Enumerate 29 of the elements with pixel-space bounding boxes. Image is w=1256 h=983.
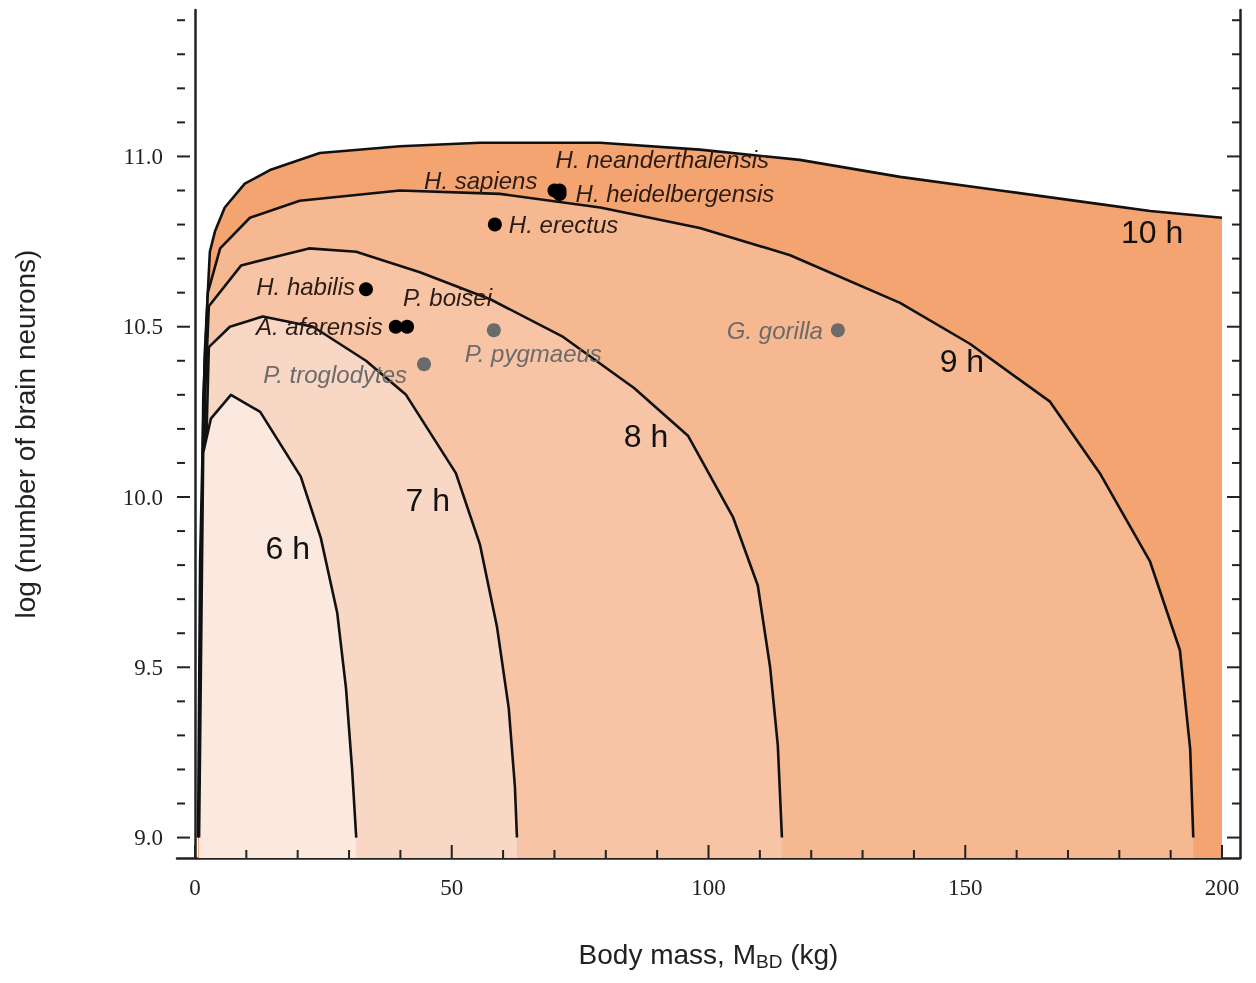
point (486, 323, 501, 338)
annotation: H. erectus (508, 211, 619, 239)
y-tick-label: 9.5 (134, 654, 163, 680)
point (487, 217, 502, 232)
annotation: H. sapiens (424, 167, 538, 194)
annotation: H. heidelbergensis (575, 180, 775, 208)
y-tick-label: 9.0 (134, 825, 163, 851)
x-tick-label: 0 (189, 875, 201, 900)
series-label: 6 h (265, 529, 311, 566)
x-tick-label: 150 (948, 875, 983, 900)
y-tick-label: 10.5 (122, 314, 163, 340)
series-label: 9 h (939, 342, 985, 379)
point (400, 319, 415, 334)
y-axis-title: log (number of brain neurons) (9, 249, 41, 619)
point (417, 357, 432, 372)
series-label: 10 h (1120, 213, 1184, 250)
annotation: H. neanderthalensis (555, 146, 770, 173)
point (358, 282, 373, 297)
annotation: H. habilis (256, 272, 355, 300)
x-tick-label: 50 (440, 875, 464, 900)
series-label: 8 h (623, 417, 669, 454)
x-tick-label: 100 (691, 875, 726, 900)
point (830, 323, 845, 338)
series-label: 7 h (405, 482, 451, 519)
y-tick-label: 11.0 (123, 143, 163, 169)
y-tick-label: 10.0 (122, 484, 163, 510)
x-tick-label: 200 (1204, 875, 1240, 900)
annotation: P. boisei (403, 284, 493, 312)
annotation: G. gorilla (726, 316, 823, 344)
